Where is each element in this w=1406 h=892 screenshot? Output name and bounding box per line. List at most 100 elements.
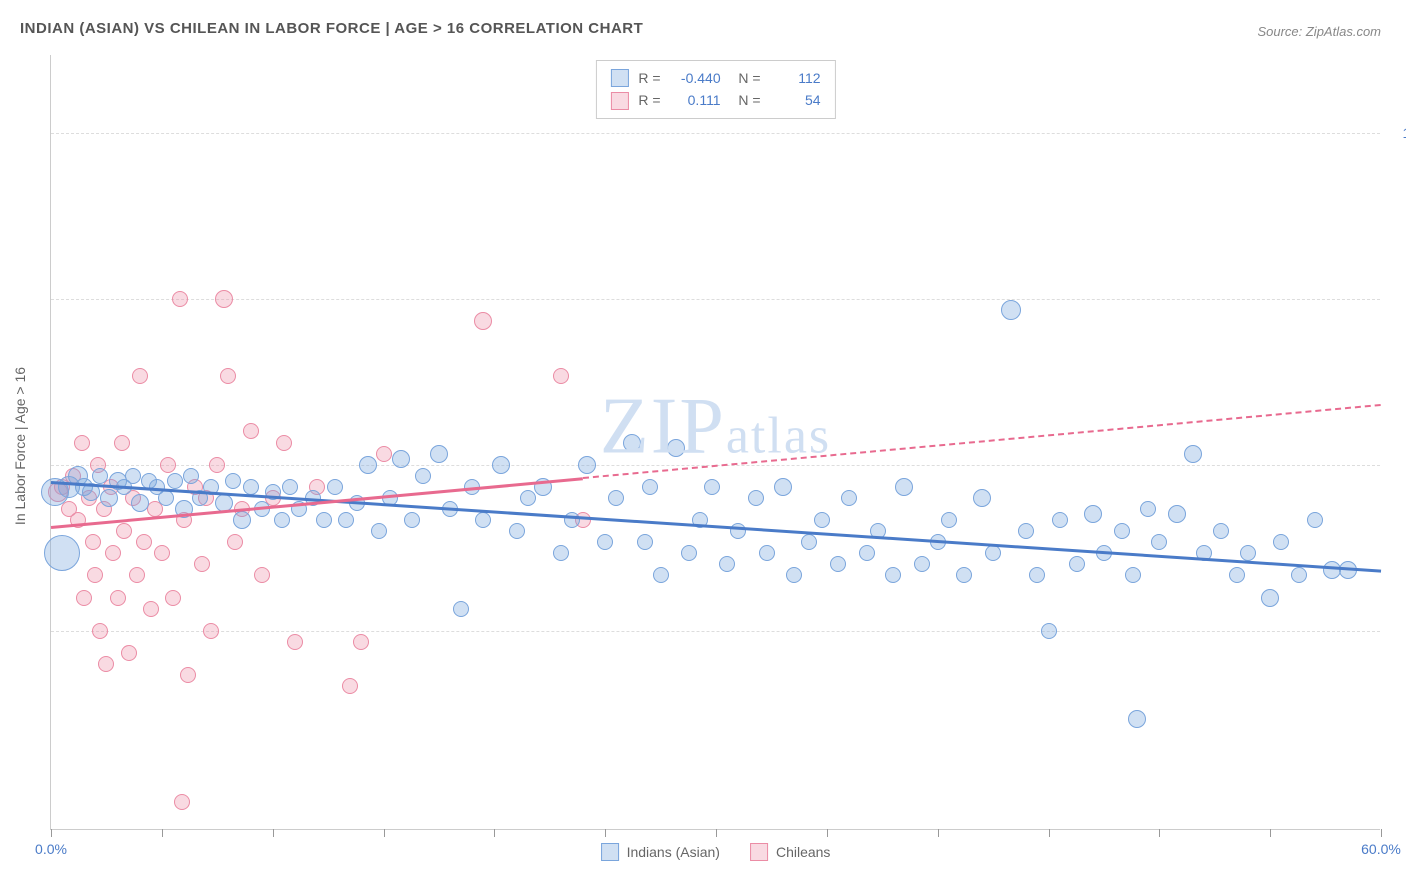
data-point	[578, 456, 596, 474]
data-point	[1307, 512, 1323, 528]
data-point	[748, 490, 764, 506]
data-point	[1151, 534, 1167, 550]
legend-row: R =0.111 N =54	[610, 89, 820, 111]
data-point	[553, 545, 569, 561]
data-point	[492, 456, 510, 474]
data-point	[110, 590, 126, 606]
data-point	[985, 545, 1001, 561]
data-point	[116, 523, 132, 539]
data-point	[1114, 523, 1130, 539]
trend-line-dashed	[583, 404, 1381, 479]
data-point	[225, 473, 241, 489]
data-point	[209, 457, 225, 473]
data-point	[243, 423, 259, 439]
plot-area: ZIPatlas R =-0.440 N =112R =0.111 N =54 …	[50, 55, 1380, 830]
data-point	[376, 446, 392, 462]
data-point	[129, 567, 145, 583]
data-point	[180, 667, 196, 683]
data-point	[143, 601, 159, 617]
data-point	[1261, 589, 1279, 607]
gridline-h	[51, 631, 1380, 632]
data-point	[1240, 545, 1256, 561]
y-axis-label: In Labor Force | Age > 16	[12, 367, 28, 525]
x-tick	[384, 829, 385, 837]
data-point	[338, 512, 354, 528]
data-point	[287, 634, 303, 650]
data-point	[1229, 567, 1245, 583]
data-point	[74, 435, 90, 451]
data-point	[121, 645, 137, 661]
data-point	[509, 523, 525, 539]
legend-series-name: Chileans	[776, 844, 830, 860]
data-point	[353, 634, 369, 650]
source-label: Source: ZipAtlas.com	[1257, 24, 1381, 39]
x-tick	[1381, 829, 1382, 837]
x-tick	[273, 829, 274, 837]
data-point	[1128, 710, 1146, 728]
data-point	[392, 450, 410, 468]
data-point	[276, 435, 292, 451]
x-tick-label: 0.0%	[35, 841, 67, 857]
legend-n-label: N =	[731, 67, 761, 89]
data-point	[158, 490, 174, 506]
x-tick	[162, 829, 163, 837]
data-point	[194, 556, 210, 572]
data-point	[597, 534, 613, 550]
data-point	[1001, 300, 1021, 320]
data-point	[1168, 505, 1186, 523]
data-point	[132, 368, 148, 384]
chart-container: INDIAN (ASIAN) VS CHILEAN IN LABOR FORCE…	[0, 0, 1406, 892]
data-point	[623, 434, 641, 452]
data-point	[1291, 567, 1307, 583]
x-tick	[827, 829, 828, 837]
legend-n-value: 112	[771, 67, 821, 89]
data-point	[87, 567, 103, 583]
data-point	[637, 534, 653, 550]
data-point	[859, 545, 875, 561]
data-point	[1184, 445, 1202, 463]
gridline-h	[51, 299, 1380, 300]
data-point	[100, 489, 118, 507]
data-point	[254, 567, 270, 583]
legend-row: R =-0.440 N =112	[610, 67, 820, 89]
data-point	[327, 479, 343, 495]
data-point	[895, 478, 913, 496]
x-tick-label: 60.0%	[1361, 841, 1401, 857]
data-point	[759, 545, 775, 561]
data-point	[85, 534, 101, 550]
data-point	[1029, 567, 1045, 583]
data-point	[167, 473, 183, 489]
data-point	[220, 368, 236, 384]
data-point	[105, 545, 121, 561]
data-point	[941, 512, 957, 528]
data-point	[1069, 556, 1085, 572]
data-point	[174, 794, 190, 810]
data-point	[1041, 623, 1057, 639]
data-point	[642, 479, 658, 495]
legend-series-item: Indians (Asian)	[601, 843, 720, 861]
data-point	[342, 678, 358, 694]
data-point	[841, 490, 857, 506]
x-tick	[494, 829, 495, 837]
data-point	[1273, 534, 1289, 550]
legend-r-value: 0.111	[671, 89, 721, 111]
data-point	[76, 590, 92, 606]
y-tick-label: 55.0%	[1390, 623, 1406, 639]
data-point	[653, 567, 669, 583]
x-tick	[938, 829, 939, 837]
data-point	[98, 656, 114, 672]
correlation-legend: R =-0.440 N =112R =0.111 N =54	[595, 60, 835, 119]
data-point	[1213, 523, 1229, 539]
data-point	[1140, 501, 1156, 517]
data-point	[1125, 567, 1141, 583]
x-tick	[1270, 829, 1271, 837]
legend-series-name: Indians (Asian)	[627, 844, 720, 860]
data-point	[227, 534, 243, 550]
data-point	[814, 512, 830, 528]
data-point	[125, 468, 141, 484]
legend-n-value: 54	[771, 89, 821, 111]
data-point	[885, 567, 901, 583]
data-point	[553, 368, 569, 384]
data-point	[282, 479, 298, 495]
x-tick	[1049, 829, 1050, 837]
